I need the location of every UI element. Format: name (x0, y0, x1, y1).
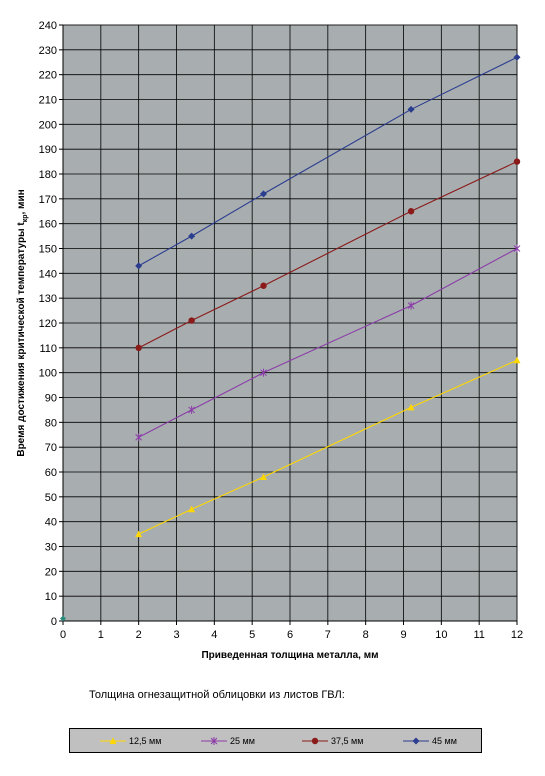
data-point-series-4 (188, 232, 196, 240)
legend-item-1: 12,5 мм (100, 729, 161, 752)
x-axis: 0 1 2 3 4 5 6 7 8 9 10 11 12 (60, 620, 523, 641)
x-tick-label: 12 (511, 629, 523, 641)
x-axis-title: Приведенная толщина металла, мм (201, 650, 378, 661)
y-tick-label: 160 (39, 219, 57, 231)
x-tick-label: 9 (400, 629, 406, 641)
data-point-series-2 (407, 301, 415, 310)
data-point-series-1 (513, 356, 521, 364)
y-tick-label: 240 (39, 20, 57, 32)
y-axis-title: Время достижения критической температуры… (16, 189, 29, 456)
data-point-series-3 (260, 282, 267, 289)
legend-marker-diamond-icon (403, 737, 429, 744)
y-tick-label: 80 (45, 417, 57, 429)
data-point-series-2 (188, 405, 195, 414)
y-axis-title-subscript: кр (22, 215, 29, 223)
data-point-series-2 (260, 368, 267, 377)
y-tick-label: 140 (39, 268, 57, 280)
y-tick-label: 150 (39, 244, 57, 256)
x-tick-label: 8 (363, 629, 369, 641)
x-tick-label: 3 (173, 629, 179, 641)
data-point-series-4 (513, 53, 521, 61)
y-tick-label: 220 (39, 70, 57, 82)
y-tick-label: 60 (45, 467, 57, 479)
y-tick-label: 90 (45, 393, 57, 405)
legend-item-2: 25 мм (201, 729, 255, 752)
legend-marker-triangle-icon (100, 737, 126, 744)
x-tick-label: 10 (435, 629, 447, 641)
x-tick-label: 1 (98, 629, 104, 641)
x-tick-label: 0 (60, 629, 66, 641)
y-tick-label: 230 (39, 45, 57, 57)
y-tick-label: 180 (39, 169, 57, 181)
y-tick-label: 50 (45, 492, 57, 504)
data-point-series-3 (188, 317, 195, 324)
y-tick-label: 210 (39, 95, 57, 107)
data-point-series-1 (407, 403, 415, 411)
legend-label-3: 37,5 мм (331, 735, 364, 746)
data-point-series-3 (407, 208, 415, 215)
data-point-series-3 (513, 158, 521, 165)
y-axis-title-tail: , мин (16, 189, 27, 214)
data-point-series-3 (135, 344, 142, 352)
y-tick-label: 40 (45, 517, 57, 529)
y-tick-label: 70 (45, 442, 57, 454)
legend-item-3: 37,5 мм (302, 729, 363, 752)
y-tick-label: 100 (39, 368, 57, 380)
data-point-series-1 (188, 505, 196, 513)
x-tick-label: 5 (249, 629, 255, 641)
y-tick-label: 190 (39, 144, 57, 156)
legend-label-1: 12,5 мм (129, 735, 162, 746)
x-tick-label: 4 (211, 629, 217, 641)
series-group (60, 53, 521, 622)
y-tick-label: 200 (39, 119, 57, 131)
data-point-series-1 (135, 530, 143, 538)
y-axis-title-main: Время достижения критической температуры… (16, 222, 27, 457)
data-point-series-4 (260, 190, 268, 198)
legend-label-2: 25 мм (230, 735, 255, 746)
x-tick-label: 11 (473, 629, 484, 641)
y-tick-label: 10 (45, 591, 57, 603)
data-point-series-2 (135, 433, 143, 442)
y-tick-label: 20 (45, 566, 57, 578)
y-tick-label: 30 (45, 542, 57, 554)
legend-marker-circle-icon (302, 737, 328, 744)
data-point-series-4 (407, 105, 415, 113)
data-point-series-1 (260, 473, 268, 480)
chart: 0102030405060708090100110120130140150160… (16, 20, 523, 661)
legend-item-4: 45 мм (403, 729, 457, 752)
legend-caption: Толщина огнезащитной облицовки из листов… (89, 689, 345, 701)
data-point-series-4 (135, 262, 143, 270)
y-axis: 0 10 20 30 40 50 60 70 80 90 100 110 120 130 140 150 160… (39, 20, 64, 628)
y-tick-label: 170 (39, 194, 57, 206)
legend: 12,5 мм 25 мм 37,5 мм 45 мм (69, 728, 482, 753)
origin-point (60, 615, 66, 622)
y-tick-label: 110 (39, 343, 57, 355)
y-tick-label: 120 (39, 318, 57, 330)
y-tick-label: 130 (39, 293, 57, 305)
legend-label-4: 45 мм (432, 735, 457, 746)
x-tick-label: 2 (136, 629, 142, 641)
legend-marker-star-icon (201, 736, 227, 745)
y-tick-label: 0 (51, 616, 57, 628)
x-tick-label: 7 (325, 629, 331, 641)
data-point-series-2 (513, 244, 521, 253)
x-tick-label: 6 (287, 629, 293, 641)
